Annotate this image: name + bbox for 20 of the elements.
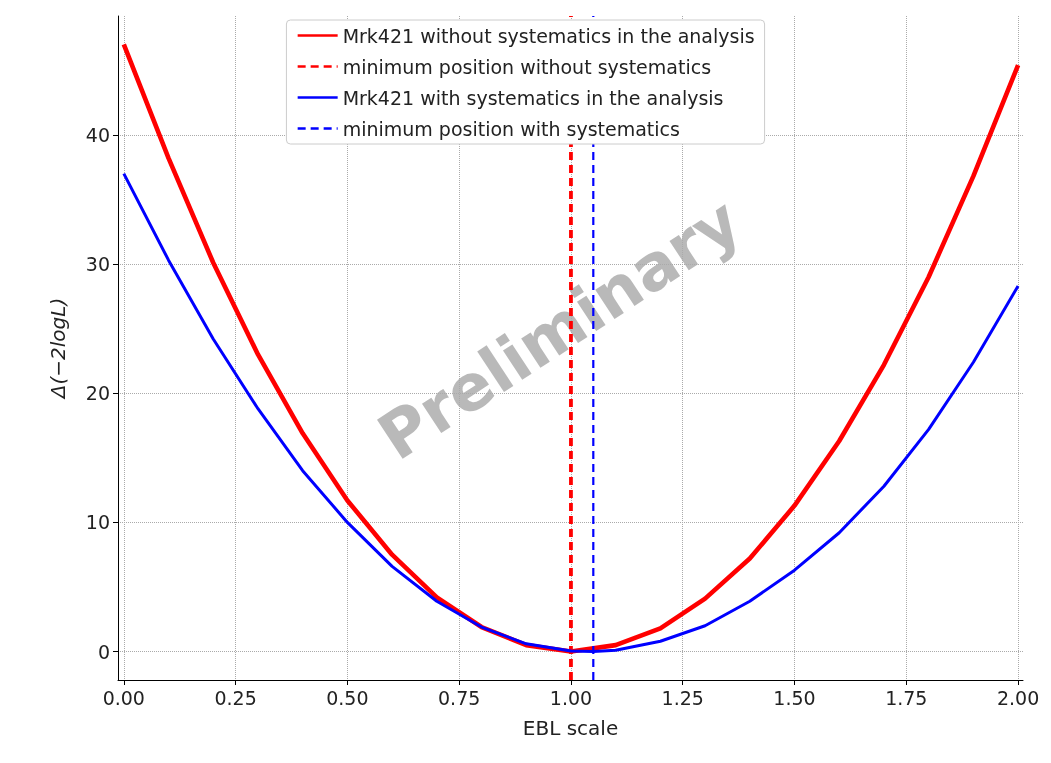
y-tick-label: 40 — [85, 123, 110, 146]
x-tick-label: 1.25 — [661, 686, 704, 709]
y-tick-label: 30 — [85, 253, 110, 276]
x-tick-label: 0.50 — [326, 686, 369, 709]
x-axis-title: EBL scale — [522, 716, 619, 740]
y-tick-label: 20 — [85, 382, 110, 405]
x-tick-label: 2.00 — [996, 686, 1040, 709]
y-tick-label: 0 — [97, 640, 110, 663]
x-tick-label: 0.00 — [102, 686, 145, 709]
x-tick-label: 0.75 — [438, 686, 481, 709]
legend-label: minimum position with systematics — [342, 117, 680, 140]
x-tick-label: 1.00 — [549, 686, 593, 709]
legend-label: minimum position without systematics — [342, 55, 712, 78]
legend-label: Mrk421 with systematics in the analysis — [342, 86, 724, 109]
x-tick-label: 0.25 — [214, 686, 257, 709]
x-tick-label: 1.75 — [885, 686, 928, 709]
y-axis-title: Δ(−2logL) — [46, 297, 70, 401]
x-tick-label: 1.50 — [773, 686, 816, 709]
y-tick-label: 10 — [85, 511, 110, 534]
legend-label: Mrk421 without systematics in the analysis — [342, 24, 755, 47]
